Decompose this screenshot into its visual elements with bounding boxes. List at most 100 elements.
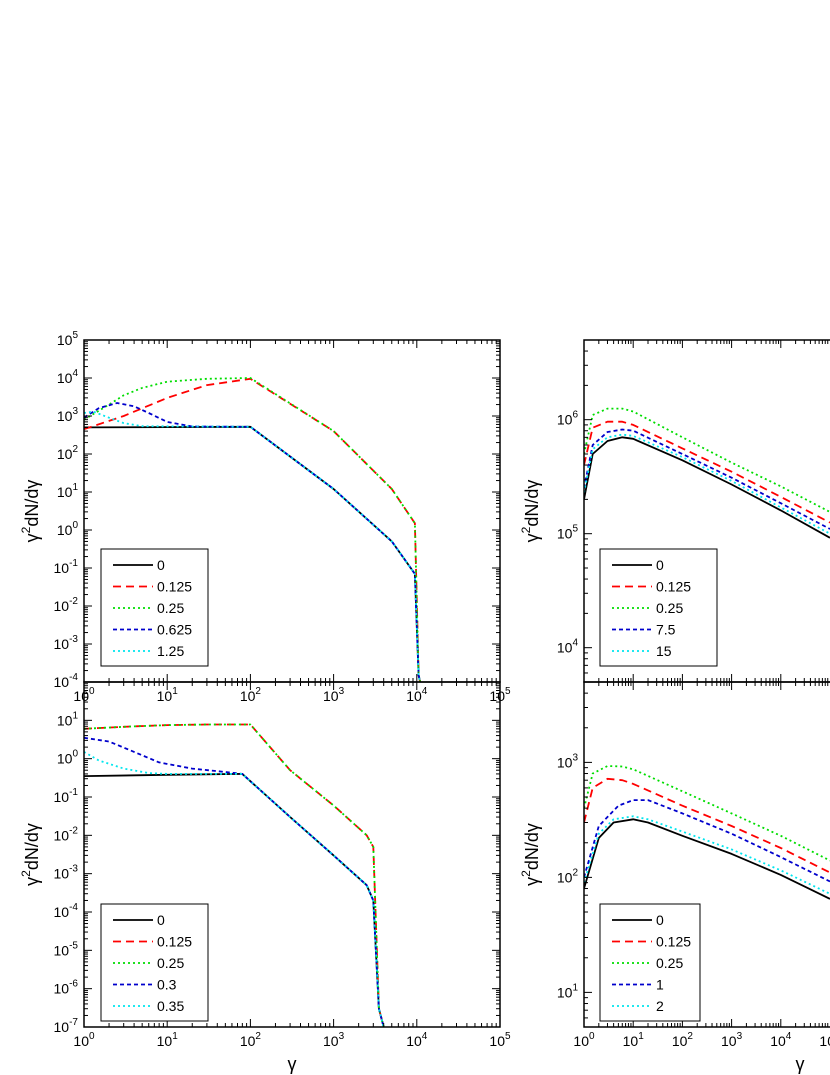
y-tick-label: 102 [57,444,79,462]
x-tick-label: 101 [157,686,179,704]
legend: 0 0.125 0.25 7.5 15 [599,548,718,667]
y-axis-title: γ2dN/dγ [519,823,542,886]
legend-label: 0 [656,557,664,573]
y-tick-label: 10-7 [54,1017,79,1035]
legend-label: 1.25 [157,643,184,659]
y-tick-label: 10-6 [54,979,79,997]
series-group [584,765,830,900]
y-tick-label: 10-4 [54,672,79,690]
legend-label: 1 [656,977,664,993]
legend-label: 0.125 [157,579,192,595]
x-tick-label: 102 [672,1031,694,1049]
legend-box [599,548,718,667]
y-tick-label: 10-3 [54,634,79,652]
legend-label: 0.125 [656,579,691,595]
legend-label: 7.5 [656,622,676,638]
y-tick-label: 10-2 [54,825,79,843]
series-line-2 [584,815,830,895]
legend-label: 2 [656,998,664,1014]
x-tick-label: 104 [406,686,428,704]
legend: 0 0.125 0.25 0.625 1.25 [100,548,209,667]
x-tick-label: 103 [323,1031,345,1049]
x-tick-label: 105 [489,686,511,704]
x-axis-title: γ [796,1054,805,1074]
series-line-0_125 [84,723,385,1027]
y-tick-label: 10-1 [54,787,79,805]
x-tick-label: 100 [73,1031,95,1049]
x-axis-title: γ [288,1054,297,1074]
legend-label: 0.25 [157,600,184,616]
y-tick-label: 100 [57,749,79,767]
panel-bottom-right: 101 102 103 100 101 102 103 104 105 γ2dN/dγ γ 0 0.12… [519,681,830,1074]
y-tick-label: 10-5 [54,940,79,958]
legend-box [100,903,209,1022]
y-tick-label: 10-4 [54,902,79,920]
legend-label: 0.125 [656,934,691,950]
x-tick-label: 105 [489,1031,511,1049]
legend-box [100,548,209,667]
x-tick-label: 103 [323,686,345,704]
legend-label: 0.625 [157,622,192,638]
x-tick-label: 104 [406,1031,428,1049]
plot-frame [83,681,501,1028]
legend-label: 0 [157,557,165,573]
legend: 0 0.125 0.25 0.3 0.35 [100,903,209,1022]
y-tick-label: 10-3 [54,864,79,882]
series-group [84,723,385,1027]
series-line-0_25 [584,765,830,862]
y-tick-label: 101 [57,482,79,500]
legend: 0 0.125 0.25 1 2 [599,903,701,1022]
series-line-0_25 [584,407,830,513]
plot-frame [583,681,830,1028]
y-tick-label: 103 [57,406,79,424]
y-tick-label: 102 [557,867,579,885]
x-tick-label: 104 [770,1031,792,1049]
series-line-15 [584,433,830,535]
series-group [584,407,830,539]
legend-box [599,903,701,1022]
series-line-1 [584,799,830,883]
series-line-0 [584,436,830,539]
x-tick-label: 102 [240,686,262,704]
y-tick-label: 101 [557,982,579,1000]
x-tick-label: 101 [157,1031,179,1049]
panel-top-left: 10-4 10-3 10-2 10-1 100 101 102 103 104 105 100 101… [19,330,511,704]
panel-bottom-left: 10-7 10-6 10-5 10-4 10-3 10-2 10-1 100 101 100 101… [19,681,511,1074]
panel-top-right: 104 105 106 γ2dN/dγ 0 0.125 0.25 7.5 15 [519,339,830,683]
y-tick-label: 10-1 [54,558,79,576]
series-group [84,377,422,682]
x-tick-label: 105 [819,1031,830,1049]
y-tick-label: 105 [557,524,579,542]
series-line-0_125 [584,420,830,524]
legend-label: 0.35 [157,998,184,1014]
legend-label: 0.125 [157,934,192,950]
y-tick-label: 105 [57,330,79,348]
series-line-0_125 [584,777,830,874]
legend-label: 0 [157,912,165,928]
x-tick-label: 100 [73,686,95,704]
y-tick-label: 106 [557,410,579,428]
y-tick-label: 103 [557,752,579,770]
y-tick-label: 100 [57,520,79,538]
y-tick-label: 104 [557,638,579,656]
y-tick-label: 10-2 [54,596,79,614]
series-line-0_3 [84,736,385,1027]
y-axis-title: γ2dN/dγ [19,823,42,886]
y-axis-title: γ2dN/dγ [19,480,42,543]
legend-label: 0 [656,912,664,928]
y-tick-label: 104 [57,368,79,386]
legend-label: 0.3 [157,977,177,993]
x-tick-label: 102 [240,1031,262,1049]
x-tick-label: 103 [721,1031,743,1049]
x-tick-label: 100 [573,1031,595,1049]
legend-label: 15 [656,643,672,659]
y-tick-label: 101 [57,710,79,728]
legend-label: 0.25 [656,955,683,971]
series-line-1_25 [84,410,422,682]
legend-label: 0.25 [656,600,683,616]
legend-label: 0.25 [157,955,184,971]
series-line-7_5 [584,428,830,530]
series-line-0 [584,818,830,900]
x-tick-label: 101 [623,1031,645,1049]
